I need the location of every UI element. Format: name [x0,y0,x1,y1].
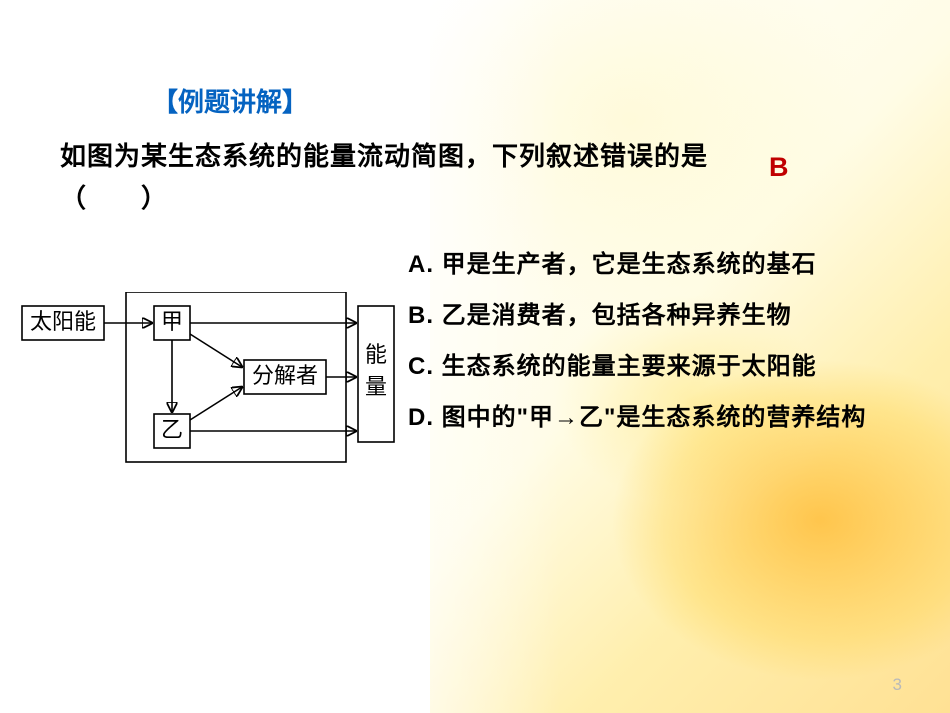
node-energy-label-1: 能 [365,342,387,367]
section-label: 【例题讲解】 [152,82,308,119]
slide-content: 【例题讲解】 如图为某生态系统的能量流动简图，下列叙述错误的是（ ） B A. … [0,0,950,713]
energy-flow-diagram: 太阳能 甲 乙 分解者 能 量 [14,292,406,472]
answer-letter: B [769,152,789,183]
question-text: 如图为某生态系统的能量流动简图，下列叙述错误的是（ ） [60,136,740,219]
page-number: 3 [893,675,902,695]
option-b: B. 乙是消费者，包括各种异养生物 [408,291,928,342]
option-d: D. 图中的"甲→乙"是生态系统的营养结构 [408,393,928,444]
node-sun-label: 太阳能 [30,309,96,334]
option-a: A. 甲是生产者，它是生态系统的基石 [408,240,928,291]
node-jia-label: 甲 [161,309,183,334]
node-decomposer-label: 分解者 [252,363,318,388]
node-energy-label-2: 量 [365,374,387,399]
option-c: C. 生态系统的能量主要来源于太阳能 [408,342,928,393]
node-yi-label: 乙 [161,417,183,442]
options-block: A. 甲是生产者，它是生态系统的基石 B. 乙是消费者，包括各种异养生物 C. … [408,240,928,444]
